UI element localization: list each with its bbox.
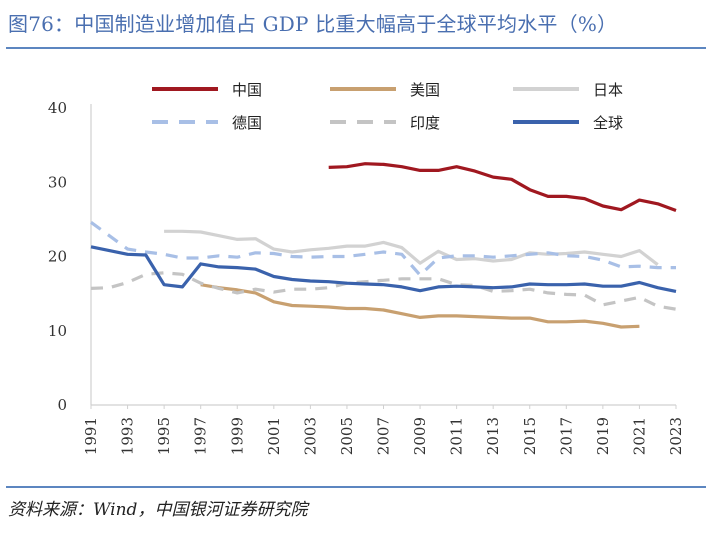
x-tick-label: 2003 [301, 417, 319, 455]
y-tick-label: 10 [48, 322, 67, 340]
plot-area [90, 162, 677, 329]
series-line-2 [164, 229, 659, 266]
series-line-1 [200, 283, 640, 329]
source-divider [6, 486, 706, 488]
source-note: 资料来源：Wind，中国银河证券研究院 [8, 500, 308, 520]
y-tick-label: 0 [57, 396, 67, 414]
y-tick-label: 30 [48, 173, 67, 191]
x-tick-label: 2013 [484, 417, 502, 455]
x-tick-label: 2019 [594, 417, 612, 455]
legend-label-4: 印度 [410, 114, 440, 132]
x-tick-label: 1999 [228, 417, 246, 455]
legend-label-5: 全球 [593, 114, 623, 132]
legend-label-3: 德国 [232, 114, 262, 132]
x-tick-label: 1995 [155, 417, 173, 455]
series-line-3 [90, 221, 676, 277]
series-line-5 [90, 245, 677, 293]
x-tick-label: 2005 [338, 417, 356, 455]
x-tick-label: 1997 [192, 417, 210, 455]
x-tick-label: 2015 [521, 417, 539, 455]
x-tick-label: 2001 [265, 417, 283, 455]
series-line-0 [328, 162, 677, 213]
series-line-4 [90, 271, 677, 311]
legend-label-1: 美国 [410, 81, 440, 99]
legend-label-2: 日本 [593, 81, 623, 99]
x-tick-label: 2017 [557, 417, 575, 455]
x-tick-label: 2011 [448, 417, 466, 455]
y-tick-label: 40 [48, 99, 67, 117]
x-tick-label: 2023 [667, 417, 685, 455]
x-tick-label: 1993 [119, 417, 137, 455]
chart-title: 图76：中国制造业增加值占 GDP 比重大幅高于全球平均水平（%） [8, 12, 618, 36]
chart-axes: 0 10 20 30 40 1991 1993 1995 1997 1999 2001 2003 200… [48, 99, 685, 455]
x-tick-label: 1991 [82, 417, 100, 455]
title-divider [6, 47, 706, 49]
x-tick-label: 2021 [630, 417, 648, 455]
x-tick-label: 2007 [375, 417, 393, 455]
x-tick-label: 2009 [411, 417, 429, 455]
y-tick-label: 20 [48, 248, 67, 266]
legend-label-0: 中国 [232, 81, 262, 99]
